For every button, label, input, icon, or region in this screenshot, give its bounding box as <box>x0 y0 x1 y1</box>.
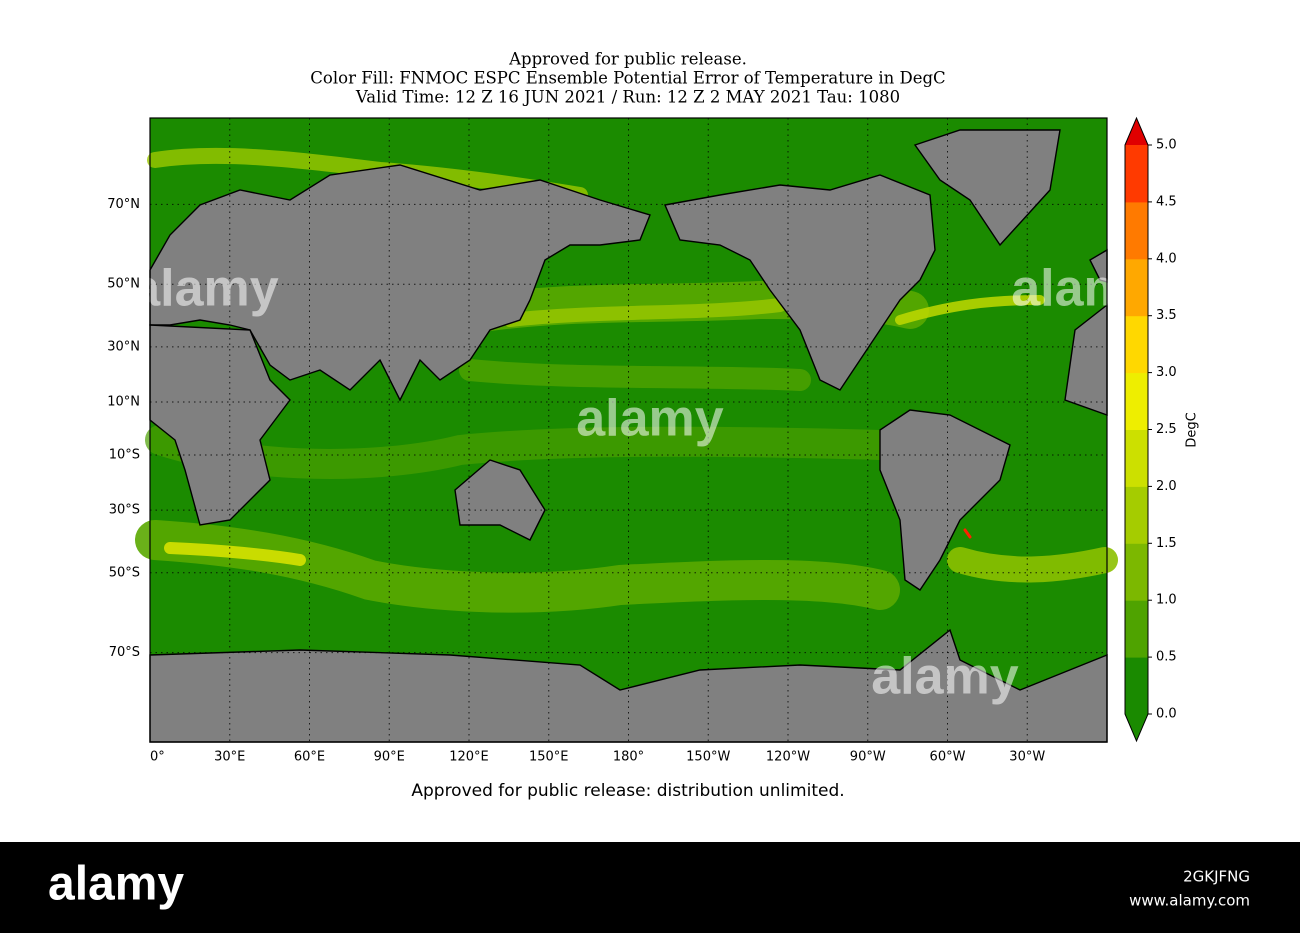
colorbar-tick-label: 5.0 <box>1156 138 1177 153</box>
footer: Approved for public release: distributio… <box>411 781 844 801</box>
colorbar-swatch <box>1125 600 1148 658</box>
colorbar: 0.0 0.5 1.0 1.5 2.0 2.5 3.0 3.5 4.0 4.5 5.0 <box>1124 116 1177 743</box>
lon-tick-label: 60°E <box>294 750 325 765</box>
colorbar-tick-label: 2.5 <box>1156 422 1177 437</box>
lat-tick-label: 70°S <box>109 645 140 660</box>
title-line: Valid Time: 12 Z 16 JUN 2021 / Run: 12 Z… <box>355 88 900 107</box>
lon-tick-label: 30°W <box>1009 750 1045 765</box>
watermark: alamy <box>871 648 1019 706</box>
banner-url: www.alamy.com <box>1129 892 1250 910</box>
lon-tick-label: 30°E <box>214 750 245 765</box>
land <box>149 129 1108 743</box>
lon-tick-label: 120°W <box>766 750 810 765</box>
lon-tick-label: 60°W <box>930 750 966 765</box>
colorbar-swatch <box>1125 543 1148 601</box>
colorbar-tick-label: 4.0 <box>1156 251 1177 266</box>
colorbar-swatch <box>1125 429 1148 487</box>
colorbar-tick-label: 3.5 <box>1156 308 1177 323</box>
graticule <box>149 118 1107 742</box>
lon-tick-label: 180° <box>613 750 644 765</box>
lat-tick-label: 10°S <box>109 447 140 462</box>
lat-tick-label: 50°S <box>109 565 140 580</box>
watermark: alamy <box>131 260 279 318</box>
colorbar-swatch <box>1125 372 1148 430</box>
africa <box>149 324 291 526</box>
title-line: Color Fill: FNMOC ESPC Ensemble Potentia… <box>310 69 945 88</box>
colorbar-tick-label: 0.5 <box>1156 650 1177 665</box>
colorbar-tick-label: 0.0 <box>1156 707 1177 722</box>
colorbar-under-arrow <box>1125 714 1148 741</box>
colorbar-swatch <box>1125 201 1148 260</box>
lon-tick-label: 90°W <box>850 750 886 765</box>
image-id: 2GKJFNG <box>1183 868 1250 886</box>
colorbar-swatch <box>1125 486 1148 544</box>
map-frame <box>149 117 1108 743</box>
lon-tick-label: 0° <box>150 750 165 765</box>
lon-tick-label: 90°E <box>374 750 405 765</box>
title-line: Approved for public release. <box>508 50 747 69</box>
australia <box>454 459 546 541</box>
eurasia <box>149 164 651 402</box>
colorbar-swatch <box>1125 258 1148 317</box>
greenland <box>913 129 1061 247</box>
lat-tick-label: 30°S <box>109 503 140 518</box>
colorbar-over-arrow <box>1125 118 1148 145</box>
colorbar-tick-label: 1.0 <box>1156 593 1177 608</box>
banner-logo: alamy <box>48 858 184 911</box>
colorbar-tick-label: 4.5 <box>1156 194 1177 209</box>
colorbar-swatch <box>1125 315 1148 374</box>
lat-tick-label: 30°N <box>107 339 140 354</box>
lon-tick-label: 120°E <box>449 750 489 765</box>
lat-tick-label: 10°N <box>107 395 140 410</box>
colorbar-label: DegC <box>1185 412 1200 447</box>
watermark: alamy <box>576 390 724 448</box>
colorbar-swatch <box>1125 145 1148 203</box>
banner <box>0 842 1300 933</box>
lon-tick-label: 150°W <box>686 750 730 765</box>
lon-tick-label: 150°E <box>529 750 569 765</box>
colorbar-tick-label: 3.0 <box>1156 365 1177 380</box>
lat-tick-label: 50°N <box>107 277 140 292</box>
lat-tick-label: 70°N <box>107 197 140 212</box>
colorbar-tick-label: 1.5 <box>1156 536 1177 551</box>
colorbar-tick-label: 2.0 <box>1156 479 1177 494</box>
south-america <box>879 409 1011 591</box>
colorbar-swatch <box>1125 657 1148 715</box>
